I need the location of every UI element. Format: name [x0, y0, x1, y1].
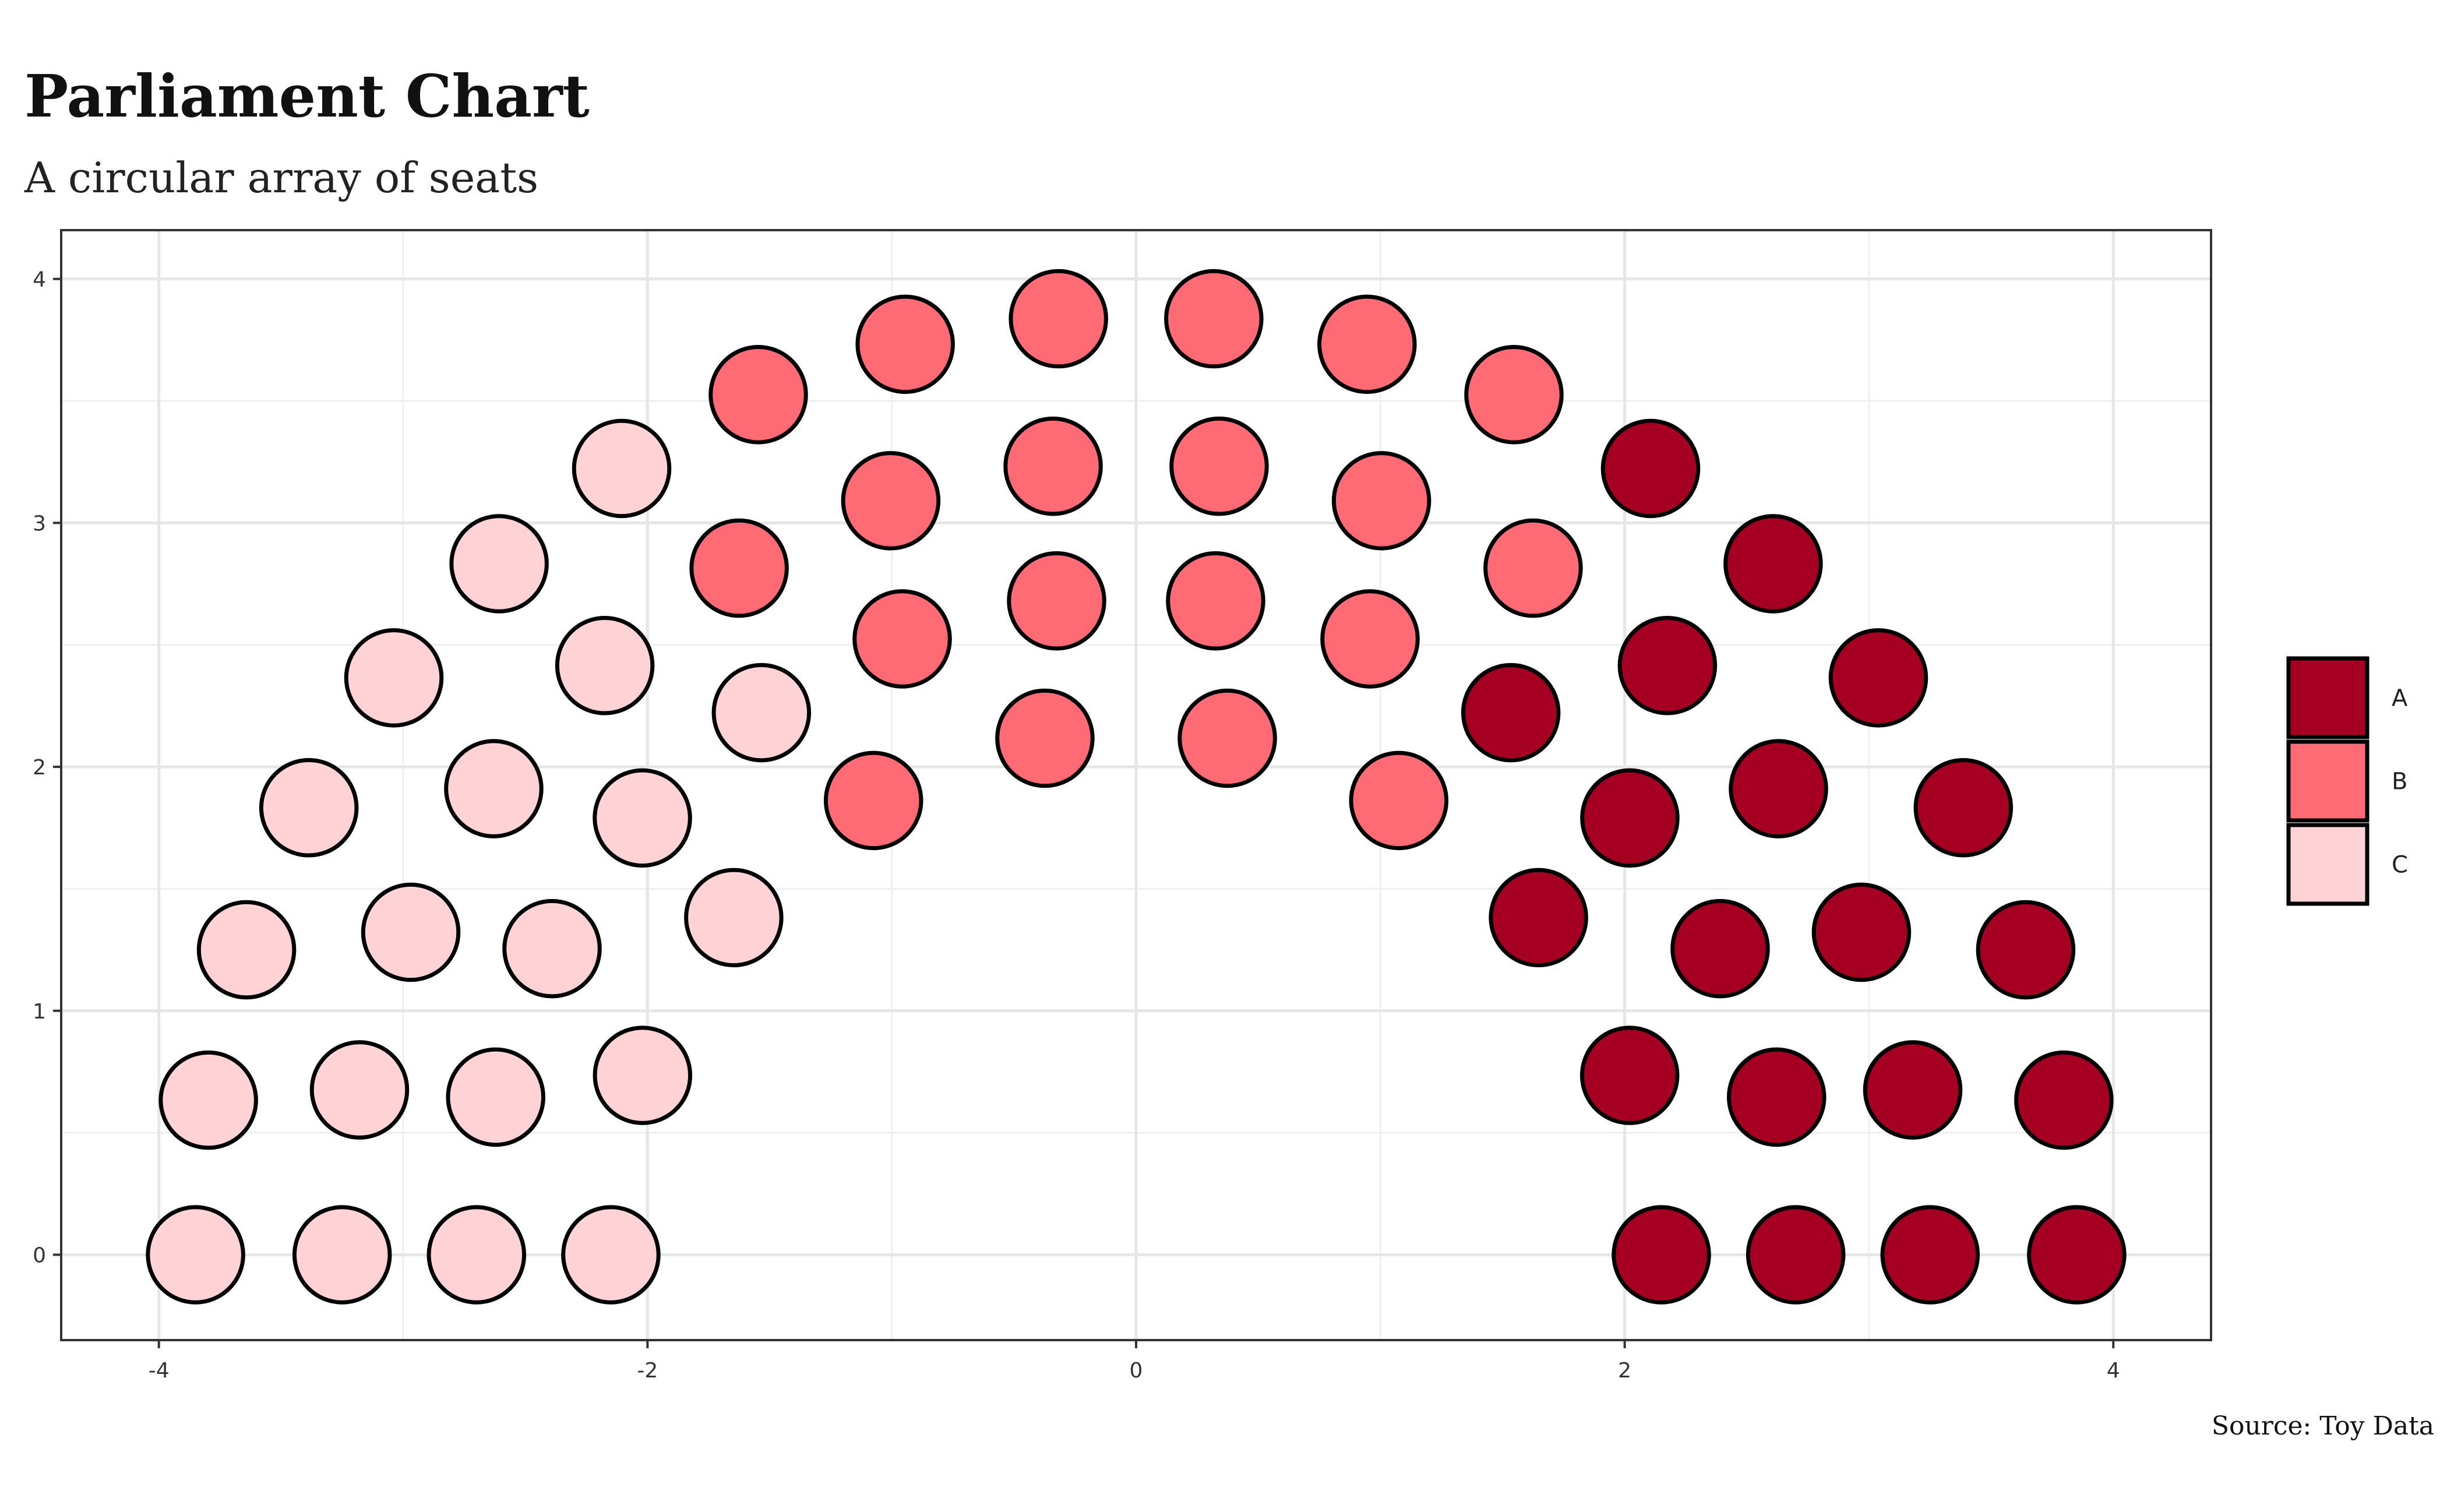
- seat: [158, 1050, 258, 1150]
- seat: [344, 628, 444, 728]
- seat: [593, 768, 692, 868]
- seat: [555, 615, 655, 716]
- seat: [1331, 451, 1431, 551]
- seat: [292, 1205, 392, 1305]
- seat: [1349, 750, 1449, 851]
- seat: [841, 451, 941, 551]
- seat: [1164, 269, 1264, 369]
- seat: [561, 1205, 661, 1305]
- axes: -4 -2 0 2 4 0 1 2 3 4: [33, 268, 2120, 1383]
- seat: [1600, 418, 1701, 519]
- seat: [1612, 1205, 1711, 1305]
- y-tick-label: 2: [33, 756, 46, 780]
- seat: [1828, 628, 1928, 728]
- x-tick-label: -2: [637, 1359, 658, 1383]
- legend-label-c: C: [2392, 852, 2408, 879]
- seat: [1617, 615, 1718, 716]
- x-tick-label: 4: [2107, 1359, 2120, 1383]
- seat: [1320, 589, 1420, 689]
- seat: [1317, 294, 1417, 394]
- seat: [1580, 768, 1680, 868]
- x-tick-label: -4: [149, 1359, 170, 1383]
- seat: [426, 1205, 527, 1305]
- seat: [1009, 269, 1108, 369]
- seat: [711, 662, 812, 763]
- seat: [593, 1025, 693, 1125]
- seat: [1723, 514, 1823, 614]
- seat: [1811, 882, 1912, 982]
- y-tick-label: 0: [33, 1243, 46, 1267]
- seat: [1177, 688, 1277, 788]
- seat: [684, 868, 784, 968]
- seat: [1729, 739, 1828, 838]
- chart-title: Parliament Chart: [24, 62, 590, 131]
- seat: [1746, 1205, 1846, 1305]
- seat: [196, 900, 297, 1000]
- seat: [1880, 1205, 1980, 1305]
- grid-lines: [61, 230, 2211, 1340]
- seat: [1976, 900, 2076, 1000]
- seat: [1169, 416, 1269, 516]
- seat: [444, 739, 544, 838]
- seat: [1913, 758, 2014, 858]
- x-tick-label: 0: [1130, 1359, 1143, 1383]
- y-tick-label: 3: [33, 512, 46, 535]
- y-tick-label: 4: [33, 268, 46, 292]
- seat: [146, 1205, 245, 1305]
- seat: [1464, 345, 1564, 445]
- seat: [2014, 1050, 2114, 1150]
- plot-panel: -4 -2 0 2 4 0 1 2 3 4: [33, 229, 2212, 1383]
- seat: [995, 688, 1095, 788]
- seat: [1489, 868, 1588, 968]
- legend-label-b: B: [2392, 769, 2407, 795]
- seat: [852, 589, 952, 689]
- seat: [1007, 551, 1106, 651]
- seat: [572, 418, 672, 519]
- seat: [1003, 416, 1103, 516]
- seat: [708, 345, 808, 445]
- seat: [1670, 898, 1770, 999]
- legend-key-a: [2286, 656, 2370, 739]
- seat: [855, 294, 955, 394]
- seat: [1166, 551, 1265, 651]
- seat: [823, 750, 923, 851]
- seat: [1579, 1025, 1680, 1125]
- legend-label-a: A: [2392, 685, 2408, 712]
- seat: [689, 518, 789, 618]
- seat: [1483, 518, 1583, 618]
- y-tick-label: 1: [33, 1000, 46, 1024]
- legend-key-c: [2286, 823, 2370, 906]
- seat: [446, 1047, 546, 1147]
- seat: [1461, 662, 1561, 763]
- legend: A B C: [2286, 656, 2408, 906]
- seat: [309, 1040, 410, 1140]
- seat: [449, 514, 549, 614]
- seat: [361, 882, 461, 982]
- seat: [2027, 1205, 2127, 1305]
- seat: [1726, 1047, 1827, 1147]
- x-tick-label: 2: [1618, 1359, 1631, 1383]
- seat: [259, 758, 359, 858]
- legend-key-b: [2286, 739, 2370, 823]
- seat: [1863, 1040, 1963, 1140]
- seat: [502, 898, 602, 999]
- seats: [146, 269, 2127, 1305]
- chart-subtitle: A circular array of seats: [24, 153, 538, 202]
- chart-caption: Source: Toy Data: [2212, 1411, 2434, 1441]
